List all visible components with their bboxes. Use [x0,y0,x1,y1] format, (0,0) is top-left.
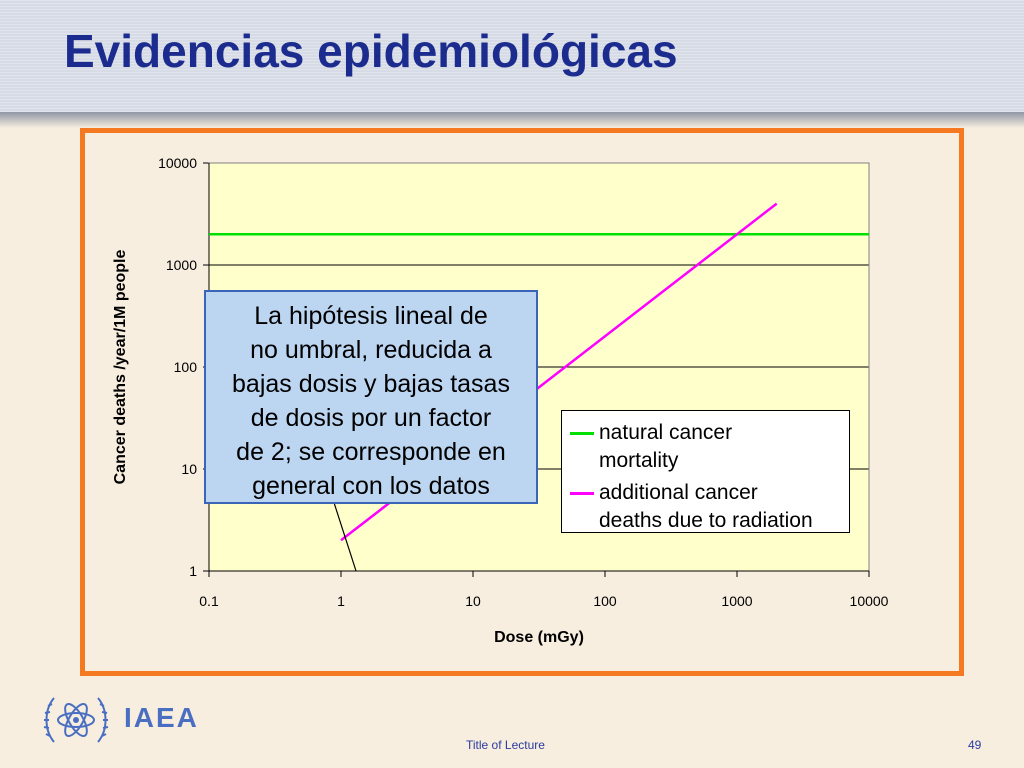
y-tick-label: 1 [189,563,197,579]
callout-line: La hipótesis lineal de [254,302,488,330]
x-axis-label: Dose (mGy) [494,629,584,646]
header-shadow [0,112,1024,128]
callout-line: no umbral, reducida a [250,336,492,364]
x-tick-label: 10 [465,593,481,609]
y-tick-label: 100 [174,359,198,375]
header-band [0,0,1024,112]
legend-label: additional cancer [599,481,758,504]
x-tick-label: 1 [337,593,345,609]
hypothesis-callout: La hipótesis lineal de no umbral, reduci… [204,290,538,504]
x-tick-label: 1000 [721,593,752,609]
page-title: Evidencias epidemiológicas [64,25,678,77]
legend-swatch-radiation [570,492,594,495]
lecture-title: Title of Lecture [466,738,545,752]
callout-line: bajas dosis y bajas tasas [232,370,510,398]
iaea-emblem-icon [43,697,109,743]
callout-line: de 2; se corresponde en [236,438,506,466]
x-tick-label: 0.1 [199,593,219,609]
callout-line: general con los datos [252,472,490,500]
legend-label: deaths due to radiation [599,509,813,532]
y-tick-label: 10000 [158,155,197,171]
x-tick-label: 10000 [850,593,889,609]
x-tick-label: 100 [593,593,617,609]
callout-line: de dosis por un factor [250,404,492,432]
legend-label: mortality [599,449,679,472]
y-tick-label: 1000 [166,257,197,273]
y-tick-label: 10 [181,461,197,477]
chart-legend: natural cancer mortality additional canc… [561,410,850,533]
y-axis-label: Cancer deaths /year/1M people [112,250,129,485]
page-number: 49 [968,738,982,752]
iaea-brand: IAEA [124,702,199,733]
legend-label: natural cancer [599,421,733,444]
legend-swatch-natural [570,432,594,435]
